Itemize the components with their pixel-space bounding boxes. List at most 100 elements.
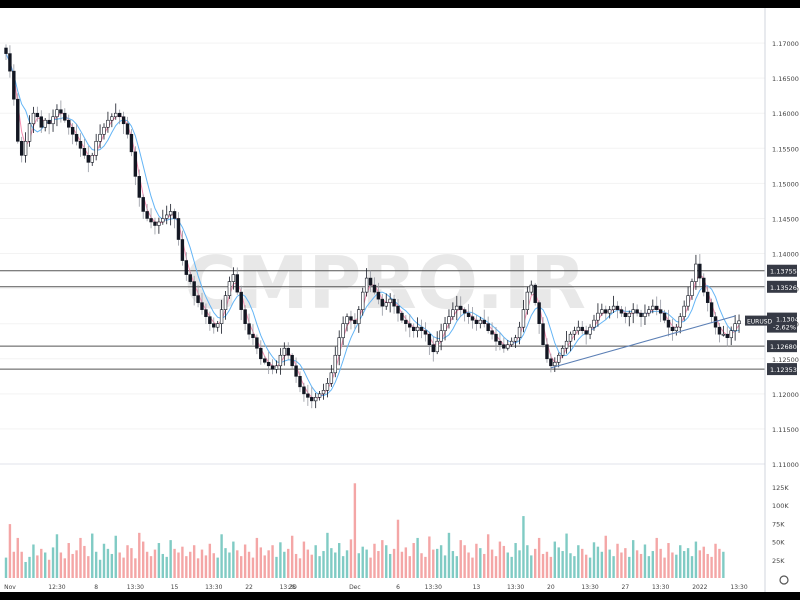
time-tick-label: 20 [547, 584, 555, 591]
candle-body [325, 383, 330, 391]
candle-body [67, 119, 71, 128]
candle-body [70, 126, 75, 135]
time-tick-label: 8 [94, 584, 98, 591]
candle-body [631, 309, 635, 314]
candle-body [604, 309, 608, 314]
candle-body [737, 320, 741, 324]
candle-body [529, 284, 533, 293]
candle-body [541, 323, 545, 346]
volume-bar [412, 543, 415, 578]
candle-body [8, 53, 12, 72]
volume-bar [212, 553, 215, 578]
price-tick-label: 1.12000 [772, 391, 799, 399]
volume-bar [710, 556, 713, 578]
trendline[interactable] [550, 315, 736, 369]
volume-bar [110, 553, 114, 578]
candle-body [486, 323, 490, 332]
volume-bar [243, 544, 247, 578]
candle-body [35, 112, 40, 118]
price-tick-label: 1.11000 [772, 461, 799, 469]
candlestick-chart[interactable]: CMPRO.IR 1.17000 1.16500 1.16000 1.15500 1.1… [0, 8, 800, 592]
candle-body [298, 376, 302, 388]
candle-body [580, 326, 584, 332]
candles [4, 44, 741, 409]
candle-body [161, 218, 165, 223]
candle-body [388, 298, 392, 303]
volume-bar [545, 551, 549, 578]
volume-bar [279, 542, 282, 578]
volume-bar [588, 557, 592, 578]
candle-body [231, 274, 236, 282]
candle-body [615, 305, 620, 310]
volume-tick-label: 75K [772, 520, 785, 528]
volume-bar [294, 553, 298, 578]
candle-body [43, 119, 47, 128]
volume-bar [161, 553, 164, 578]
candle-body [329, 372, 334, 384]
candle-body [600, 309, 604, 314]
candle-body [12, 70, 16, 100]
candle-body [576, 326, 581, 332]
price-tick-label: 1.16000 [772, 110, 799, 118]
volume-bar [451, 551, 455, 578]
candle-body [666, 319, 671, 328]
volume-bar [145, 551, 149, 578]
volume-bar [706, 553, 709, 578]
time-tick-label: 2022 [692, 584, 707, 591]
candle-body [455, 305, 459, 310]
candle-body [78, 140, 83, 149]
volume-bar [475, 543, 478, 578]
volume-bar [4, 557, 8, 578]
volume-bar [428, 536, 431, 578]
candle-body [94, 140, 98, 156]
candle-body [270, 365, 275, 370]
settings-gear-icon[interactable] [779, 575, 789, 585]
candle-body [459, 305, 463, 310]
candle-body [286, 347, 290, 356]
volume-bar [345, 550, 349, 578]
volume-bar [596, 546, 600, 578]
symbol-box [745, 315, 767, 326]
candle-body [596, 312, 600, 321]
candle-body [223, 295, 228, 310]
candle-body [427, 333, 432, 346]
moving-average-line [5, 53, 740, 397]
volume-bar [569, 553, 572, 578]
candle-body [404, 319, 408, 324]
candle-body [584, 330, 588, 335]
volume-bar [357, 553, 360, 578]
volume-bar [349, 539, 353, 578]
candle-body [125, 123, 130, 135]
candle-body [494, 333, 498, 342]
volume-bar [102, 543, 106, 578]
candle-body [47, 119, 51, 125]
volume-bar [67, 543, 70, 578]
candle-body [372, 284, 377, 293]
volume-bar [679, 545, 682, 578]
candle-body [549, 358, 553, 367]
volume-bar [94, 551, 98, 578]
volume-bar [106, 548, 110, 578]
candle-body [662, 312, 667, 321]
volume-bar [322, 551, 325, 578]
volume-bar [169, 540, 172, 578]
volume-bar [204, 555, 208, 578]
volume-bar [247, 551, 251, 578]
candle-body [313, 397, 318, 402]
volume-bar [400, 551, 404, 578]
candle-body [145, 211, 149, 219]
candle-body [259, 347, 263, 360]
price-tick-label: 1.15000 [772, 180, 799, 188]
candle-body [408, 323, 412, 328]
volume-bar [338, 543, 341, 578]
volume-bar [592, 542, 596, 578]
time-tick-label: Nov [4, 584, 16, 591]
candle-body [651, 305, 655, 310]
candle-body [498, 340, 502, 346]
volume-bar [44, 552, 47, 578]
volume-bar [208, 543, 212, 578]
volume-bar [177, 552, 180, 578]
candle-body [376, 291, 381, 300]
time-tick-label: 13:30 [581, 584, 598, 591]
